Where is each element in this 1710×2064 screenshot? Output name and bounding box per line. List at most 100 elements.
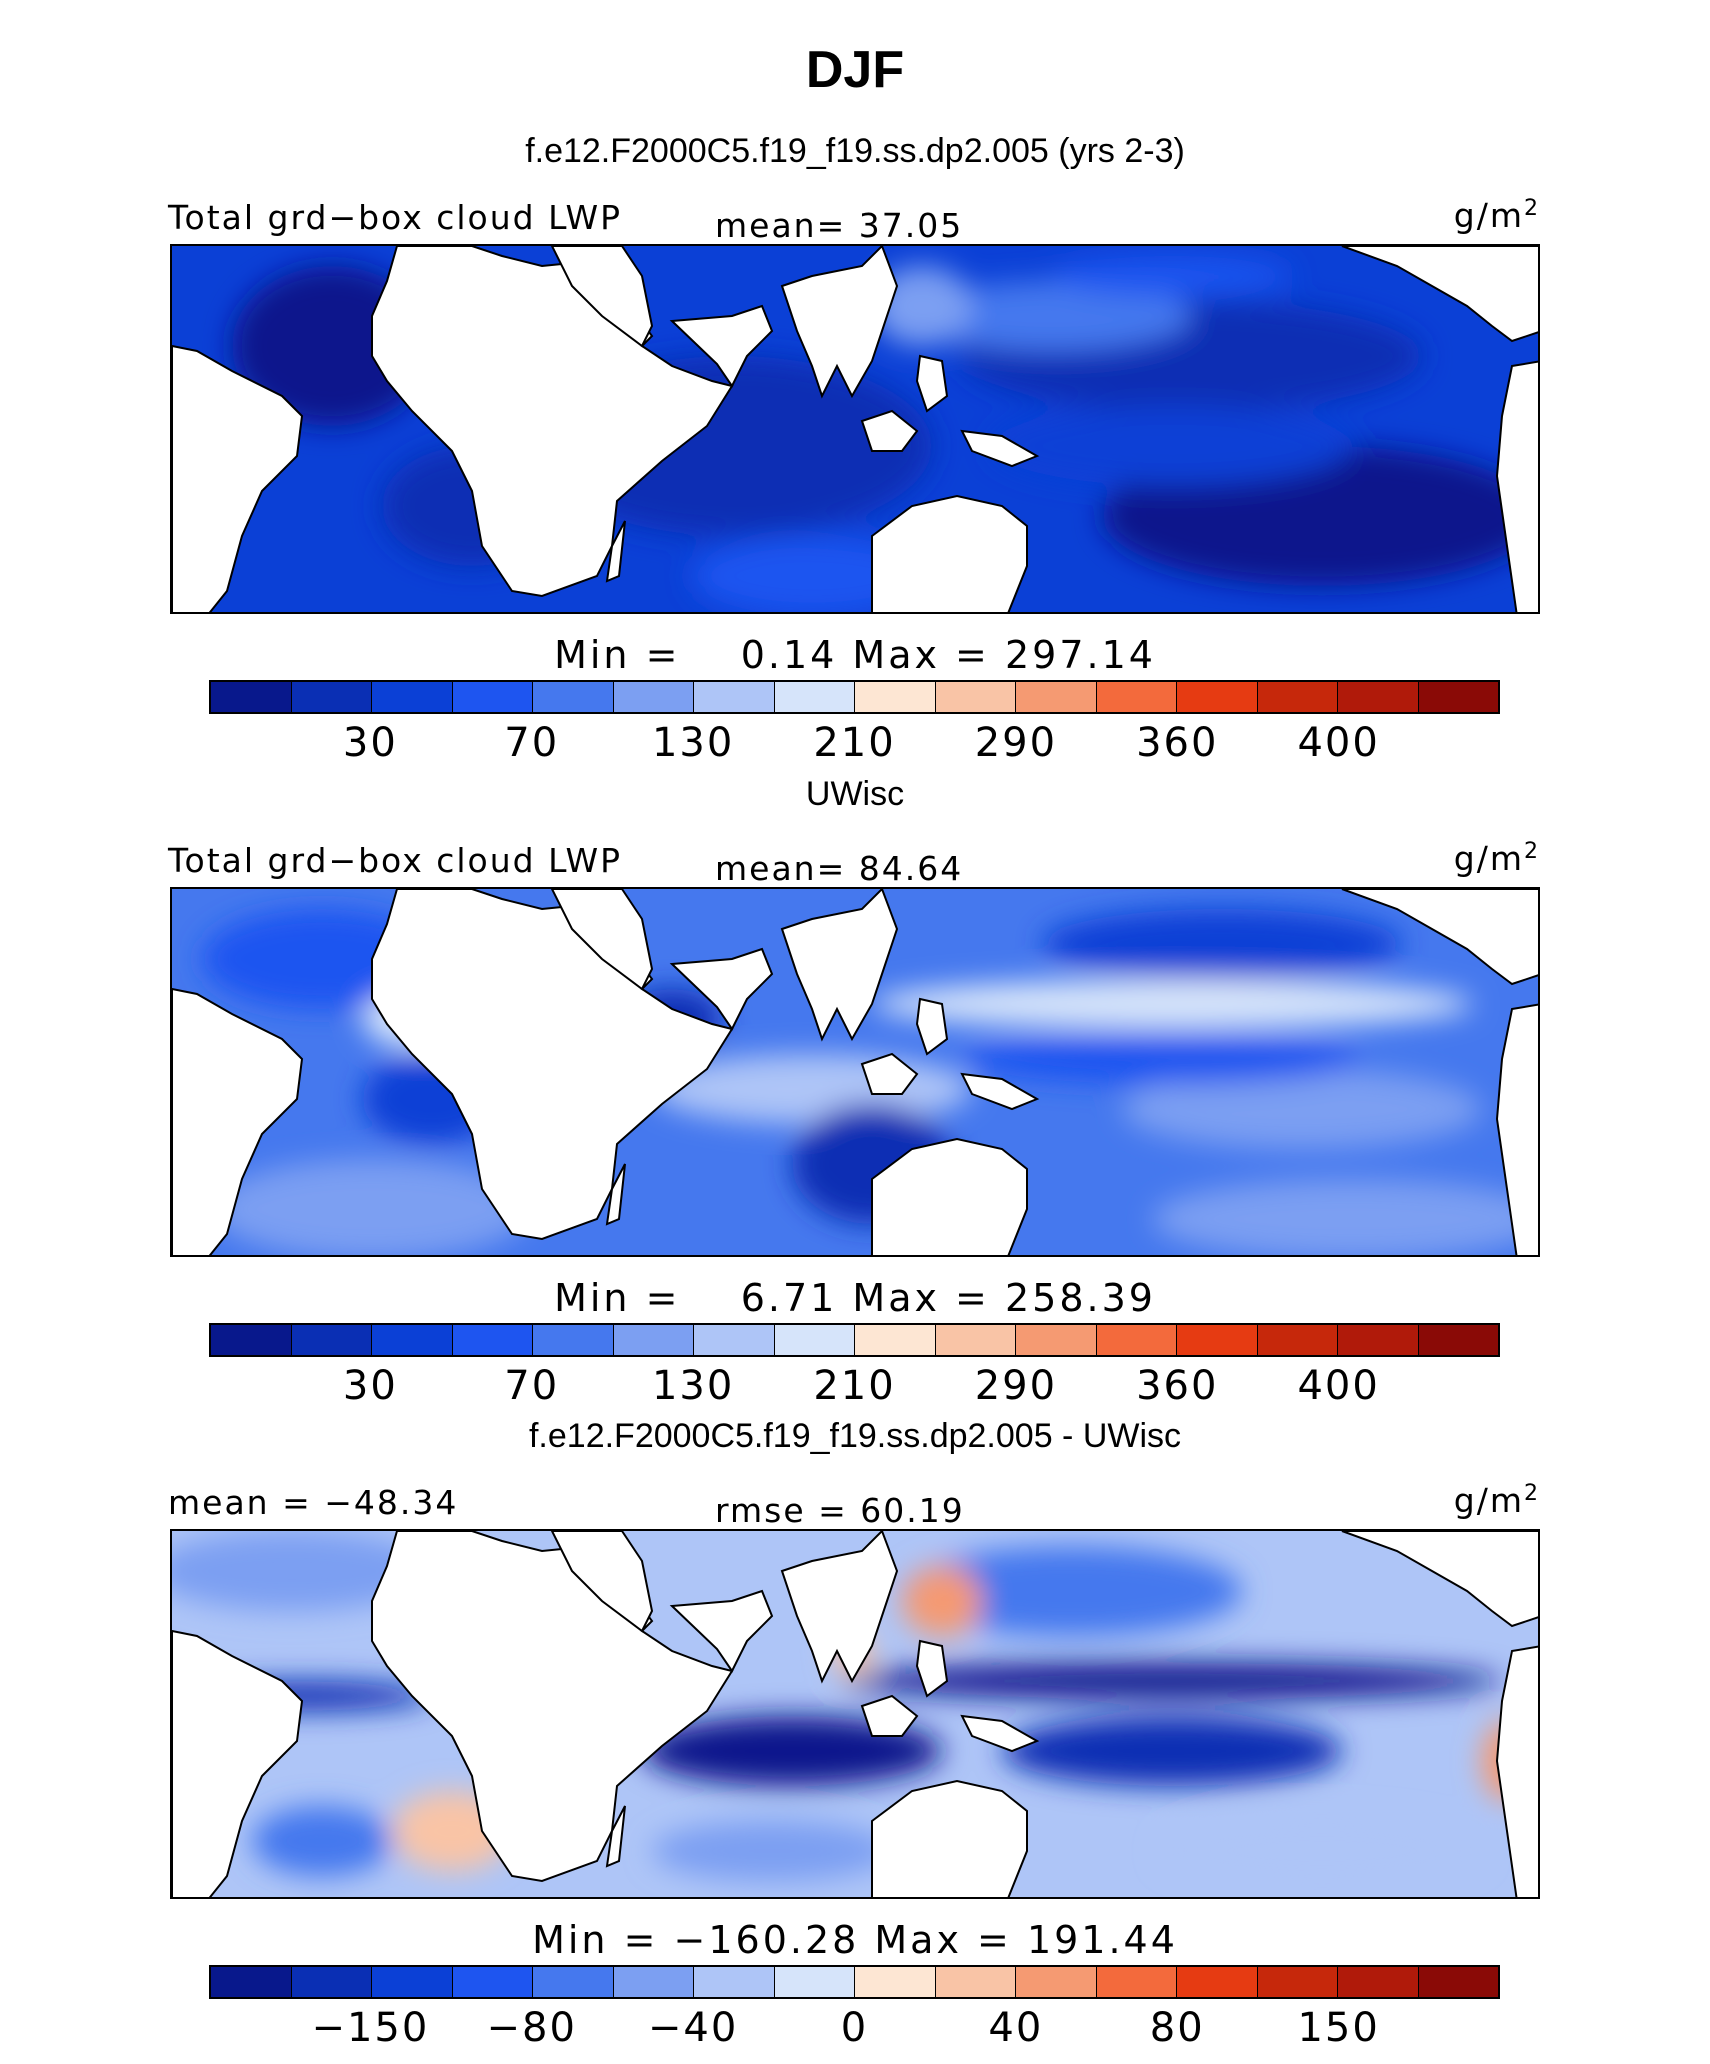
colorbar-cell (452, 682, 533, 712)
colorbar-tick-label: 0 (840, 2005, 869, 2051)
colorbar-cell (935, 1967, 1016, 1997)
colorbar-cell (1016, 1967, 1097, 1997)
colorbar-cell (372, 1967, 453, 1997)
colorbar-cell (1418, 1325, 1498, 1355)
colorbar-tick-label: −40 (647, 2005, 739, 2051)
units-text: g/m (1453, 839, 1524, 878)
colorbar-cell (1177, 1325, 1258, 1355)
colorbar-tick-label: 80 (1149, 2005, 1205, 2051)
colorbar-cell (372, 1325, 453, 1355)
continent-outline (860, 1694, 919, 1737)
colorbar-cell (855, 1325, 936, 1355)
continent-outline (669, 947, 774, 1031)
figure-title: DJF (805, 41, 905, 99)
continent-outline (172, 1629, 304, 1897)
colorbar-tick-label: −80 (486, 2005, 577, 2051)
colorbar-cell (291, 1967, 372, 1997)
continent-outline (1495, 1645, 1538, 1897)
continent-outline (915, 1639, 949, 1698)
colorbar-cell (694, 1325, 775, 1355)
min-max-label: Min = 6.71 Max = 258.39 (554, 1276, 1156, 1320)
colorbar-cell (774, 1325, 855, 1355)
continent-outline (605, 520, 626, 583)
colorbar-cell (1257, 1325, 1338, 1355)
continent-outline (550, 246, 654, 348)
colorbar-cell (452, 1325, 533, 1355)
map-field (172, 1531, 1538, 1897)
continent-outline (780, 889, 899, 1042)
continent-outline (871, 1137, 1028, 1255)
colorbar-cell (613, 682, 694, 712)
continent-outline (960, 1714, 1040, 1753)
panel-stat-label: mean= 84.64 (715, 849, 964, 888)
colorbar-cell (1418, 1967, 1498, 1997)
units-label: g/m2 (1454, 839, 1540, 878)
map-plot (170, 1529, 1540, 1899)
colorbar-cell (774, 682, 855, 712)
colorbar-cell (613, 1967, 694, 1997)
colorbar-cell (452, 1967, 533, 1997)
colorbar-tick-label: 210 (813, 1363, 896, 1409)
colorbar-cell (855, 682, 936, 712)
continent-outline (780, 1531, 899, 1684)
map-field (172, 889, 1538, 1255)
colorbar-cell (291, 1325, 372, 1355)
colorbar-cell (1016, 682, 1097, 712)
continent-outline (915, 354, 949, 413)
colorbar-cell (1016, 1325, 1097, 1355)
colorbar-cell (211, 1325, 292, 1355)
units-label: g/m2 (1454, 196, 1540, 235)
units-text: g/m (1453, 1481, 1524, 1520)
panel-stat-label: rmse = 60.19 (715, 1491, 965, 1530)
continent-outline (550, 1531, 654, 1633)
map-field (172, 246, 1538, 612)
colorbar-tick-label: 130 (651, 720, 735, 766)
colorbar-cell (291, 682, 372, 712)
min-max-label: Min = 0.14 Max = 297.14 (554, 633, 1156, 677)
panel-title: f.e12.F2000C5.f19_f19.ss.dp2.005 (yrs 2-… (525, 132, 1185, 170)
min-max-label: Min = −160.28 Max = 191.44 (532, 1918, 1178, 1962)
colorbar-tick-label: 290 (974, 720, 1058, 766)
colorbar-tick-label: 150 (1297, 2005, 1380, 2051)
colorbar-cell (533, 1967, 614, 1997)
units-superscript: 2 (1524, 839, 1540, 864)
colorbar-cell (1096, 682, 1177, 712)
continent-outline (960, 1072, 1040, 1111)
continent-outline (860, 409, 919, 452)
colorbar-cell (1096, 1325, 1177, 1355)
colorbar-cell (533, 682, 614, 712)
panel-stat-label: mean= 37.05 (715, 206, 964, 245)
continent-outline (860, 1052, 919, 1095)
panel-title: f.e12.F2000C5.f19_f19.ss.dp2.005 - UWisc (528, 1417, 1182, 1455)
map-plot (170, 887, 1540, 1257)
panel-title: UWisc (805, 775, 905, 813)
colorbar-cell (774, 1967, 855, 1997)
colorbar-cell (1177, 1967, 1258, 1997)
continent-outline (669, 1589, 774, 1673)
colorbar-tick-label: 130 (651, 1363, 735, 1409)
colorbar-cell (533, 1325, 614, 1355)
colorbar-cell (1257, 1967, 1338, 1997)
colorbar-tick-label: 400 (1297, 1363, 1380, 1409)
colorbar-tick-label: 30 (342, 720, 398, 766)
colorbar-cell (613, 1325, 694, 1355)
continent-outline (871, 494, 1028, 612)
colorbar-tick-label: 210 (813, 720, 896, 766)
colorbar-cell (1418, 682, 1498, 712)
colorbar (209, 1965, 1500, 1999)
colorbar-tick-label: 360 (1136, 720, 1219, 766)
colorbar (209, 1323, 1500, 1357)
continent-outline (172, 344, 304, 612)
colorbar-tick-label: 70 (504, 1363, 560, 1409)
panel-left-label: Total grd−box cloud LWP (168, 198, 622, 237)
colorbar-tick-label: 70 (504, 720, 560, 766)
colorbar-tick-label: 30 (342, 1363, 398, 1409)
continent-outline (1495, 1003, 1538, 1255)
continent-outline (669, 304, 774, 388)
colorbar-cell (1338, 1967, 1419, 1997)
colorbar-cell (1338, 1325, 1419, 1355)
continent-outline (550, 889, 654, 991)
colorbar-cell (935, 1325, 1016, 1355)
units-label: g/m2 (1454, 1481, 1540, 1520)
units-text: g/m (1453, 196, 1524, 235)
